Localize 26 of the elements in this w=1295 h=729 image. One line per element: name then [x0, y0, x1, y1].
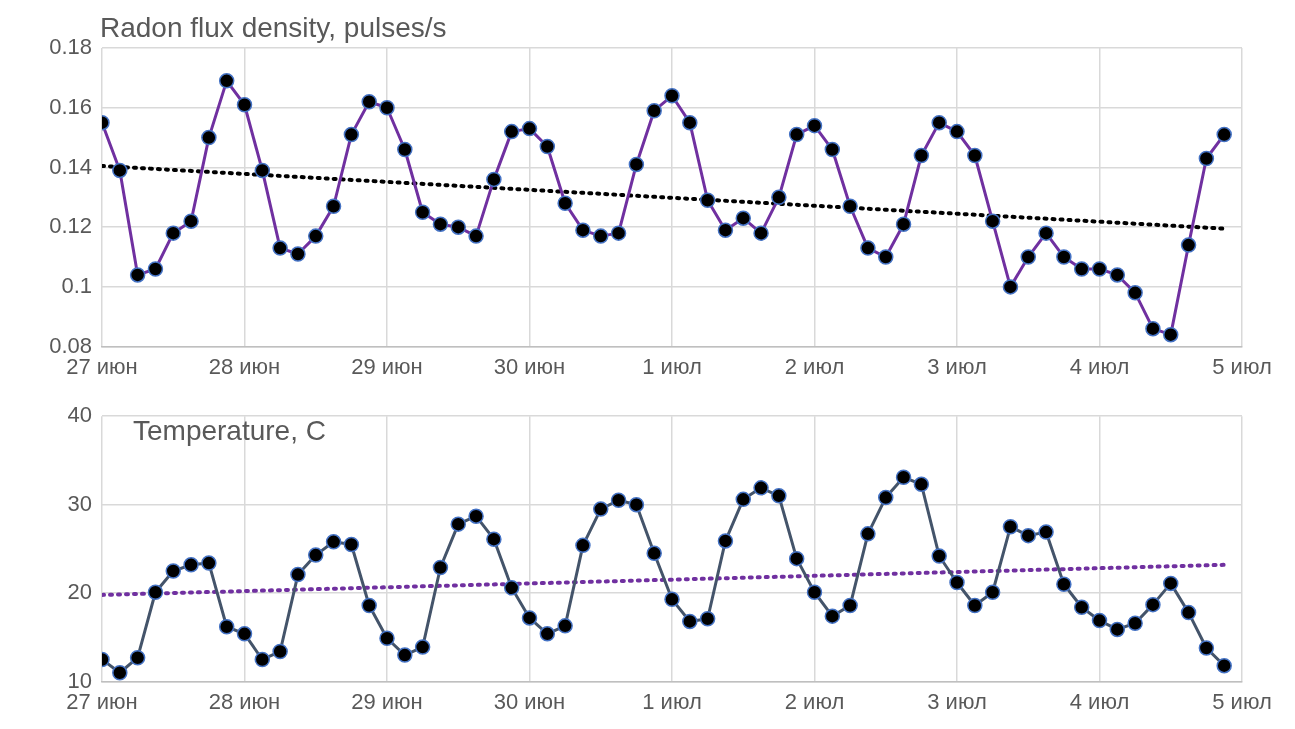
x-tick-label: 30 июн — [493, 353, 566, 379]
y-tick-label: 0.14 — [49, 153, 92, 179]
y-tick-label: 20 — [67, 579, 92, 605]
x-tick-label: 3 июл — [927, 688, 987, 714]
y-tick-label: 0.12 — [49, 213, 92, 239]
x-tick-label: 2 июл — [784, 353, 845, 379]
y-tick-label: 0.16 — [49, 93, 92, 119]
x-tick-label: 1 июл — [642, 353, 702, 379]
y-tick-label: 30 — [67, 490, 92, 516]
x-tick-label: 29 июн — [351, 353, 423, 379]
x-tick-label: 3 июл — [927, 353, 987, 379]
chart-title: Temperature, C — [133, 415, 326, 447]
x-tick-label: 2 июл — [784, 688, 845, 714]
x-tick-label: 28 июн — [208, 688, 281, 714]
x-tick-label: 30 июн — [493, 688, 566, 714]
y-tick-label: 40 — [67, 402, 92, 428]
chart-title: Radon flux density, pulses/s — [100, 12, 447, 44]
x-tick-label: 5 июл — [1212, 688, 1272, 714]
y-tick-label: 0.18 — [49, 34, 92, 60]
x-tick-label: 4 июл — [1069, 688, 1130, 714]
x-tick-label: 5 июл — [1212, 353, 1272, 379]
x-tick-label: 4 июл — [1069, 353, 1130, 379]
y-tick-label: 0.1 — [61, 272, 92, 298]
x-tick-label: 28 июн — [208, 353, 281, 379]
x-tick-label: 1 июл — [642, 688, 702, 714]
x-tick-label: 29 июн — [351, 688, 423, 714]
